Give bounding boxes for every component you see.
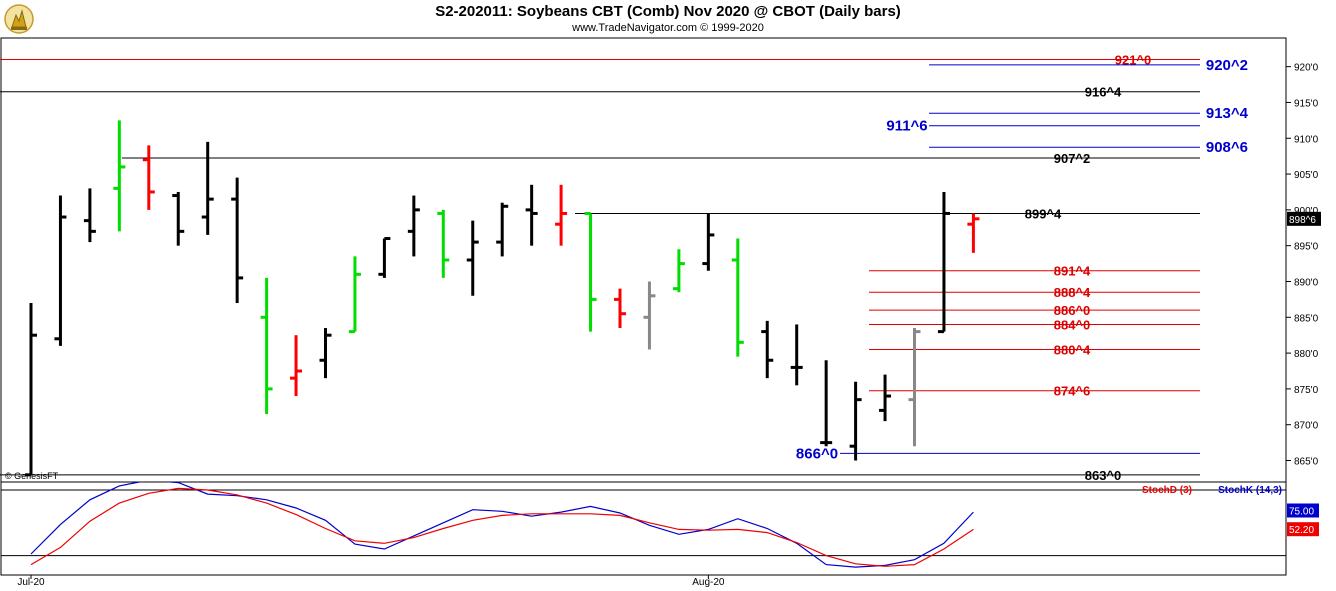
stoch-legend-label: StochD (3) bbox=[1142, 485, 1192, 496]
price-bars bbox=[25, 120, 980, 477]
ohlc-bar bbox=[231, 177, 244, 303]
watermark: © GenesisFT bbox=[5, 471, 59, 481]
ohlc-bar bbox=[731, 238, 744, 357]
x-axis: Jul-20 Aug-20 bbox=[17, 575, 725, 588]
stoch-value-label: 75.00 bbox=[1289, 507, 1314, 518]
price-tick-label: 880'0 bbox=[1294, 349, 1319, 360]
ohlc-bar bbox=[466, 220, 479, 296]
price-axis: 865'0 870'0 875'0 880'0 885'0 890'0 895'0 900'0… bbox=[1286, 63, 1321, 468]
price-tick-label: 865'0 bbox=[1294, 457, 1319, 468]
level-label: 899^4 bbox=[1025, 206, 1062, 221]
price-tick-label: 910'0 bbox=[1294, 134, 1319, 145]
level-label: 921^0 bbox=[1115, 52, 1152, 67]
level-label: 908^6 bbox=[1206, 139, 1248, 156]
x-tick-label: Jul-20 bbox=[17, 577, 45, 588]
level-label: 913^4 bbox=[1206, 105, 1249, 122]
ohlc-bar bbox=[83, 188, 96, 243]
ohlc-bar bbox=[25, 302, 37, 477]
ohlc-bar bbox=[437, 209, 450, 278]
level-label: 916^4 bbox=[1085, 85, 1122, 100]
price-tick-label: 915'0 bbox=[1294, 98, 1319, 109]
price-tick-label: 920'0 bbox=[1294, 63, 1319, 74]
ohlc-bar bbox=[790, 324, 803, 386]
ohlc-bar bbox=[54, 195, 67, 346]
chart-subtitle: www.TradeNavigator.com © 1999-2020 bbox=[572, 22, 764, 34]
trade-navigator-logo-icon bbox=[3, 3, 35, 35]
x-tick-label: Aug-20 bbox=[692, 577, 725, 588]
ohlc-bar bbox=[820, 360, 833, 447]
price-tick-label: 875'0 bbox=[1294, 385, 1319, 396]
level-label: 863^0 bbox=[1085, 468, 1122, 483]
price-tick-label: 900'0 bbox=[1294, 206, 1319, 217]
price-panel-border bbox=[0, 37, 1287, 483]
ohlc-bar bbox=[584, 211, 597, 332]
level-label: 866^0 bbox=[796, 445, 838, 462]
ohlc-bar bbox=[319, 328, 332, 379]
level-label: 888^4 bbox=[1054, 285, 1091, 300]
ohlc-bar bbox=[525, 184, 538, 246]
ohlc-bar bbox=[879, 374, 892, 422]
stoch-series-line bbox=[30, 482, 974, 568]
ohlc-bar bbox=[496, 202, 509, 257]
price-tick-label: 905'0 bbox=[1294, 170, 1319, 181]
ohlc-bar bbox=[702, 213, 715, 271]
price-tick-label: 895'0 bbox=[1294, 242, 1319, 253]
chart-title: S2-202011: Soybeans CBT (Comb) Nov 2020 … bbox=[435, 3, 901, 20]
ohlc-bar bbox=[290, 335, 303, 397]
price-tick-label: 885'0 bbox=[1294, 313, 1319, 324]
ohlc-bar bbox=[643, 281, 656, 350]
stochastic-panel-border bbox=[0, 481, 1287, 576]
ohlc-bar bbox=[378, 237, 391, 278]
level-label: 886^0 bbox=[1054, 303, 1091, 318]
level-label: 884^0 bbox=[1054, 317, 1091, 332]
ohlc-bar bbox=[172, 191, 185, 246]
ohlc-bar bbox=[555, 184, 568, 246]
stoch-value-box bbox=[1287, 503, 1319, 518]
ohlc-bar bbox=[201, 141, 214, 235]
stoch-value-label: 52.20 bbox=[1289, 525, 1314, 536]
price-tick-label: 890'0 bbox=[1294, 277, 1319, 288]
ohlc-bar bbox=[260, 277, 273, 414]
price-levels: 921^0 920^2 916^4 913^4 911^6 908^6 907^2 899^4… bbox=[0, 52, 1249, 483]
ohlc-bar bbox=[908, 328, 921, 447]
price-tick-label: 870'0 bbox=[1294, 421, 1319, 432]
ohlc-bar bbox=[672, 249, 685, 293]
price-panel: © GenesisFT bbox=[0, 37, 1287, 483]
stoch-series-line bbox=[30, 487, 974, 567]
ohlc-bar bbox=[142, 145, 155, 210]
level-label: 911^6 bbox=[886, 118, 927, 135]
ohlc-bar bbox=[348, 256, 361, 334]
level-label: 874^6 bbox=[1054, 384, 1091, 399]
level-label: 920^2 bbox=[1206, 57, 1248, 74]
ohlc-bar bbox=[967, 213, 980, 253]
stoch-legend-label: StochK (14,3) bbox=[1218, 485, 1282, 496]
ohlc-bar bbox=[849, 381, 862, 461]
ohlc-bar bbox=[614, 288, 626, 329]
last-price-box bbox=[1287, 211, 1321, 226]
ohlc-bar bbox=[937, 191, 950, 334]
level-label: 891^4 bbox=[1054, 264, 1091, 279]
ohlc-bar bbox=[407, 195, 420, 257]
ohlc-bar bbox=[113, 120, 126, 232]
stoch-value-box bbox=[1287, 522, 1319, 537]
level-label: 880^4 bbox=[1054, 343, 1091, 358]
level-label: 907^2 bbox=[1054, 151, 1091, 166]
ohlc-bar bbox=[761, 320, 774, 379]
stochastic-panel: StochK (14,3) StochD (3) 75.00 52.20 bbox=[0, 481, 1319, 576]
last-price-label: 898^6 bbox=[1289, 215, 1316, 226]
